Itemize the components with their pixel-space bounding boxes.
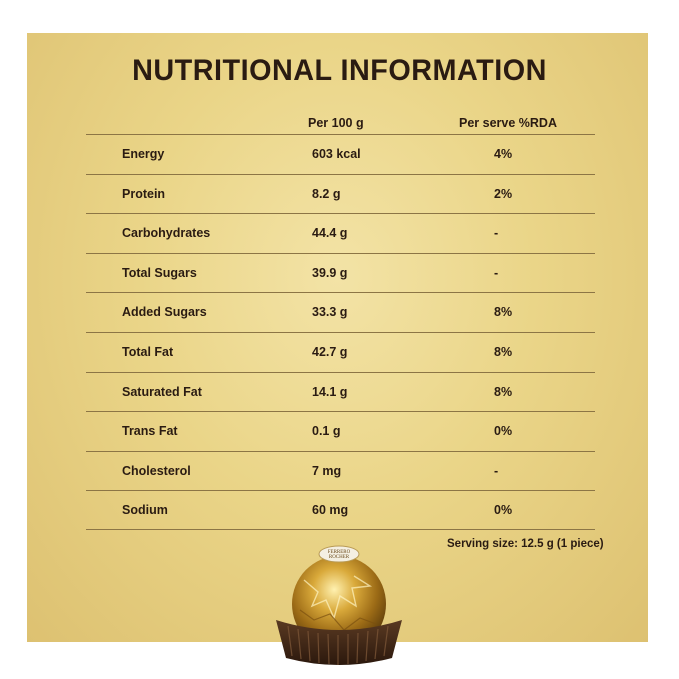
rda-value: 2% [494,186,513,201]
nutrient-name: Added Sugars [122,305,207,320]
table-row: Total Sugars 39.9 g - [86,252,595,293]
rda-value: 8% [494,345,513,359]
per-100g-value: 44.4 g [312,226,348,241]
table-row: Carbohydrates 44.4 g - [86,213,595,253]
table-row: Cholesterol 7 mg - [86,450,595,491]
rda-value: 0% [494,503,513,518]
table-row: Trans Fat 0.1 g 0% [86,411,595,451]
table-row: Energy 603 kcal 4% [86,134,595,174]
per-100g-value: 0.1 g [312,424,341,439]
svg-text:FERRERO: FERRERO [328,550,351,555]
nutrient-name: Sodium [122,503,168,518]
rda-value: 4% [494,147,513,161]
rda-value: - [494,463,499,478]
rda-value: 8% [494,305,513,320]
table-row: Added Sugars 33.3 g 8% [86,292,595,332]
nutrient-name: Cholesterol [122,463,191,478]
chocolate-icon: FERRERO ROCHER [276,545,402,665]
column-header-rda: Per serve %RDA [459,116,557,130]
rda-value: - [494,226,499,241]
table-row: Total Fat 42.7 g 8% [86,332,595,372]
rda-value: 8% [494,384,513,399]
per-100g-value: 33.3 g [312,305,348,320]
nutrient-name: Saturated Fat [122,384,202,399]
per-100g-value: 8.2 g [312,186,341,201]
per-100g-value: 7 mg [312,463,342,478]
rda-value: 0% [494,424,513,439]
per-100g-value: 603 kcal [312,147,361,161]
nutrient-name: Trans Fat [122,424,178,439]
column-header-per-100g: Per 100 g [308,116,364,130]
rda-value: - [494,265,499,280]
nutrient-name: Total Sugars [122,265,197,280]
per-100g-value: 39.9 g [312,265,348,280]
per-100g-value: 60 mg [312,503,349,518]
svg-text:ROCHER: ROCHER [329,555,350,560]
table-row: Protein 8.2 g 2% [86,173,595,214]
serving-size: Serving size: 12.5 g (1 piece) [447,538,604,550]
nutrient-name: Energy [122,147,165,161]
nutrient-name: Carbohydrates [122,226,211,241]
table-row: Saturated Fat 14.1 g 8% [86,371,595,412]
per-100g-value: 14.1 g [312,384,348,399]
per-100g-value: 42.7 g [312,345,348,359]
nutrient-name: Protein [122,186,166,201]
table-row: Sodium 60 mg 0% [86,490,595,530]
nutrient-name: Total Fat [122,345,174,359]
page-title: NUTRITIONAL INFORMATION [132,54,547,87]
